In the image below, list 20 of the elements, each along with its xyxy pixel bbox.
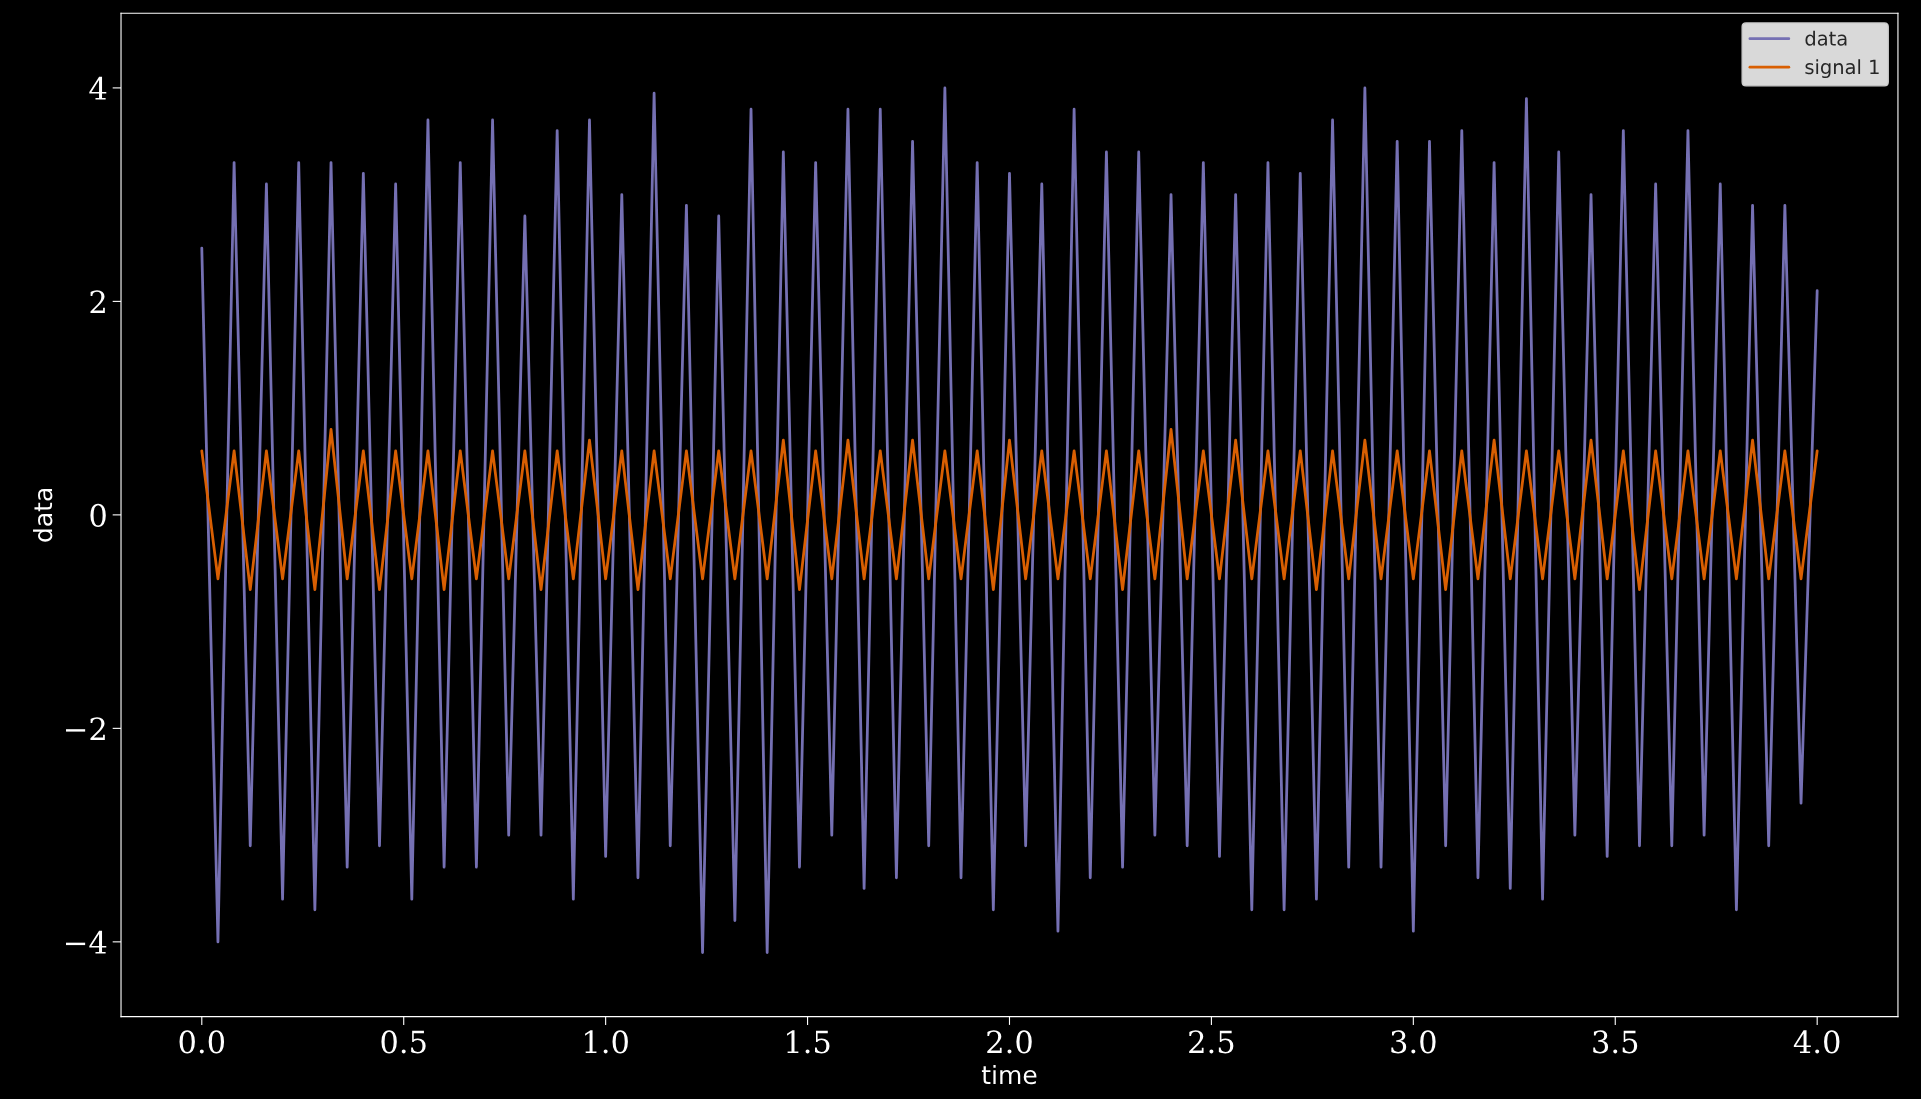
x-tick-label: 0.5 xyxy=(381,1030,426,1054)
x-tick-label: 0.0 xyxy=(179,1030,225,1054)
y-axis-title: data xyxy=(33,489,53,542)
y-tick-label: 2 xyxy=(90,290,105,313)
x-tick-label: 3.0 xyxy=(1391,1030,1436,1054)
legend-label: data xyxy=(1805,30,1847,46)
x-tick-label: 4.0 xyxy=(1793,1030,1840,1054)
x-tick-label: 3.5 xyxy=(1593,1030,1638,1054)
y-tick-label: 0 xyxy=(90,503,106,527)
x-tick-label: 1.0 xyxy=(585,1030,628,1054)
y-tick-label: 4 xyxy=(89,76,107,100)
x-tick-label: 2.5 xyxy=(1189,1030,1234,1054)
y-tick-label: −4 xyxy=(66,930,107,954)
line-series xyxy=(200,86,1819,954)
x-tick-label: 1.5 xyxy=(786,1030,830,1054)
legend-label: signal 1 xyxy=(1805,59,1879,79)
x-axis-title: time xyxy=(981,1064,1037,1085)
x-tick-label: 2.0 xyxy=(987,1030,1032,1054)
line-series xyxy=(200,428,1819,591)
y-tick-label: −2 xyxy=(66,717,105,740)
